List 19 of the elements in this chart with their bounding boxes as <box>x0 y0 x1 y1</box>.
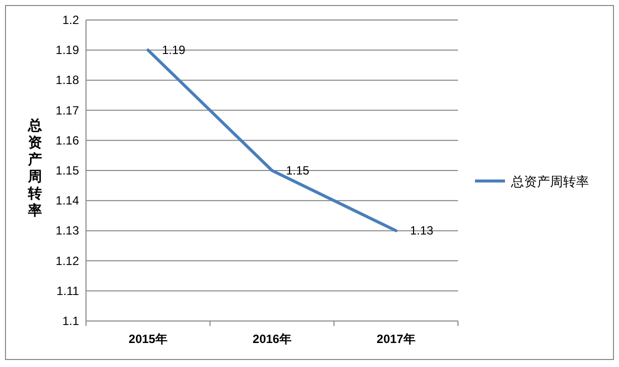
data-label: 1.15 <box>286 164 310 178</box>
y-axis-title: 总资产周转率 <box>27 117 42 218</box>
legend-label: 总资产周转率 <box>510 174 589 189</box>
x-tick-label: 2015年 <box>128 332 168 346</box>
y-tick-label: 1.1 <box>62 314 80 328</box>
y-tick-label: 1.18 <box>56 73 80 88</box>
x-tick-label: 2016年 <box>252 332 292 346</box>
y-tick-label: 1.15 <box>56 164 80 178</box>
y-tick-label: 1.13 <box>56 224 80 238</box>
data-label: 1.13 <box>410 224 434 238</box>
y-tick-label: 1.12 <box>56 254 80 268</box>
y-tick-label: 1.11 <box>56 284 80 298</box>
data-label: 1.19 <box>162 43 186 58</box>
y-tick-label: 1.2 <box>62 13 80 27</box>
x-tick-label: 2017年 <box>376 332 416 346</box>
y-tick-label: 1.17 <box>56 103 80 118</box>
y-tick-label: 1.14 <box>56 194 80 208</box>
y-tick-label: 1.16 <box>56 133 80 148</box>
y-tick-label: 1.19 <box>56 43 80 58</box>
